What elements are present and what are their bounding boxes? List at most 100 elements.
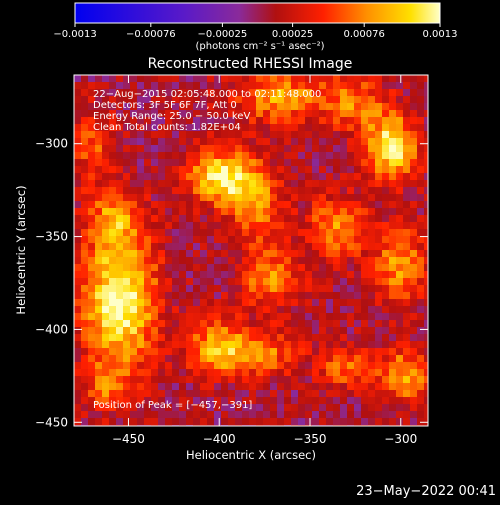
- heatmap-cell: [123, 278, 131, 286]
- heatmap-cell: [228, 131, 236, 139]
- heatmap-cell: [81, 222, 89, 230]
- heatmap-cell: [109, 404, 117, 412]
- heatmap-cell: [298, 152, 306, 160]
- heatmap-cell: [305, 89, 313, 97]
- heatmap-cell: [144, 75, 152, 83]
- heatmap-cell: [74, 320, 82, 328]
- heatmap-cell: [333, 404, 341, 412]
- heatmap-cell: [165, 131, 173, 139]
- heatmap-cell: [347, 145, 355, 153]
- heatmap-cell: [228, 257, 236, 265]
- heatmap-cell: [158, 250, 166, 258]
- heatmap-cell: [109, 152, 117, 160]
- heatmap-cell: [116, 418, 124, 426]
- heatmap-cell: [116, 194, 124, 202]
- heatmap-cell: [130, 131, 138, 139]
- heatmap-cell: [389, 278, 397, 286]
- heatmap-cell: [389, 257, 397, 265]
- heatmap-cell: [214, 138, 222, 146]
- heatmap-cell: [347, 404, 355, 412]
- heatmap-cell: [424, 397, 429, 405]
- heatmap-cell: [326, 243, 334, 251]
- heatmap-cell: [158, 355, 166, 363]
- heatmap-cell: [88, 327, 96, 335]
- heatmap-cell: [361, 418, 369, 426]
- heatmap-cell: [417, 117, 425, 125]
- heatmap-cell: [361, 222, 369, 230]
- heatmap-cell: [228, 138, 236, 146]
- heatmap-cell: [186, 397, 194, 405]
- heatmap-cell: [403, 362, 411, 370]
- heatmap-cell: [81, 376, 89, 384]
- heatmap-cell: [193, 166, 201, 174]
- heatmap-cell: [186, 383, 194, 391]
- heatmap-cell: [88, 299, 96, 307]
- heatmap-cell: [263, 215, 271, 223]
- heatmap-cell: [109, 418, 117, 426]
- colorbar-tick-label: −0.0013: [53, 29, 96, 40]
- heatmap-cell: [410, 180, 418, 188]
- heatmap-cell: [424, 187, 429, 195]
- heatmap-cell: [165, 355, 173, 363]
- heatmap-cell: [417, 229, 425, 237]
- heatmap-cell: [277, 306, 285, 314]
- heatmap-cell: [165, 215, 173, 223]
- heatmap-cell: [221, 75, 229, 83]
- heatmap-cell: [396, 138, 404, 146]
- heatmap-cell: [368, 124, 376, 132]
- heatmap-cell: [270, 271, 278, 279]
- heatmap-cell: [95, 110, 103, 118]
- heatmap-cell: [354, 145, 362, 153]
- heatmap-cell: [270, 369, 278, 377]
- heatmap-cell: [95, 222, 103, 230]
- heatmap-cell: [361, 194, 369, 202]
- heatmap-cell: [333, 194, 341, 202]
- heatmap-cell: [151, 138, 159, 146]
- heatmap-cell: [424, 201, 429, 209]
- heatmap-cell: [235, 257, 243, 265]
- heatmap-cell: [81, 348, 89, 356]
- heatmap-cell: [228, 404, 236, 412]
- heatmap-cell: [109, 236, 117, 244]
- heatmap-cell: [403, 320, 411, 328]
- heatmap-cell: [81, 173, 89, 181]
- heatmap-cell: [291, 75, 299, 83]
- heatmap-cell: [249, 124, 257, 132]
- heatmap-cell: [375, 285, 383, 293]
- heatmap-cell: [102, 124, 110, 132]
- heatmap-cell: [326, 383, 334, 391]
- heatmap-cell: [361, 334, 369, 342]
- heatmap-cell: [214, 124, 222, 132]
- heatmap-cell: [137, 82, 145, 90]
- heatmap-cell: [277, 187, 285, 195]
- heatmap-cell: [200, 82, 208, 90]
- heatmap-cell: [137, 404, 145, 412]
- heatmap-cell: [200, 404, 208, 412]
- heatmap-cell: [424, 327, 429, 335]
- heatmap-cell: [312, 341, 320, 349]
- heatmap-cell: [74, 194, 82, 202]
- heatmap-cell: [305, 215, 313, 223]
- heatmap-cell: [361, 348, 369, 356]
- heatmap-cell: [284, 355, 292, 363]
- heatmap-cell: [116, 75, 124, 83]
- heatmap-cell: [193, 124, 201, 132]
- heatmap-cell: [382, 362, 390, 370]
- heatmap-cell: [179, 320, 187, 328]
- heatmap-cell: [151, 201, 159, 209]
- heatmap-cell: [116, 341, 124, 349]
- heatmap-cell: [277, 369, 285, 377]
- heatmap-cell: [270, 215, 278, 223]
- heatmap-cell: [263, 397, 271, 405]
- heatmap-cell: [333, 257, 341, 265]
- heatmap-cell: [165, 397, 173, 405]
- heatmap-cell: [375, 208, 383, 216]
- heatmap-cell: [256, 110, 264, 118]
- heatmap-cell: [417, 250, 425, 258]
- heatmap-cell: [417, 145, 425, 153]
- heatmap-cell: [88, 215, 96, 223]
- heatmap-cell: [396, 145, 404, 153]
- heatmap-cell: [368, 236, 376, 244]
- heatmap-cell: [158, 173, 166, 181]
- heatmap-cell: [74, 159, 82, 167]
